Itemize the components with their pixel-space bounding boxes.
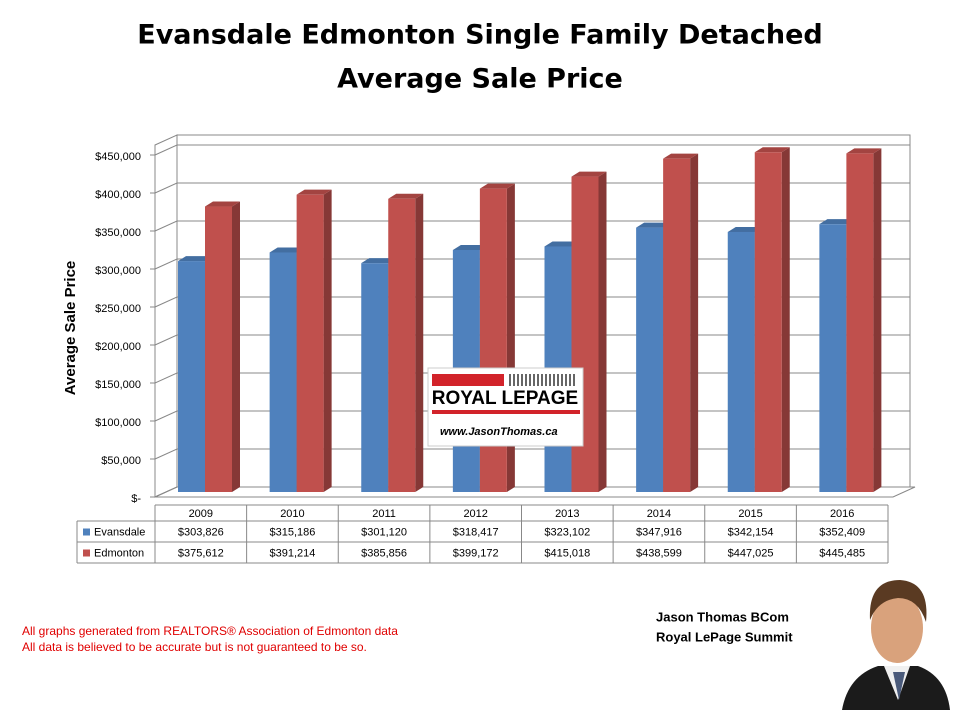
bar-top: [388, 193, 424, 199]
logo-bar: [432, 374, 504, 386]
bar: [178, 261, 205, 492]
note: All graphs generated from REALTORS® Asso…: [22, 624, 398, 638]
bar-top: [452, 245, 488, 251]
value-label: $342,154: [728, 526, 774, 538]
value-label: $445,485: [819, 547, 865, 559]
bar-top: [571, 171, 607, 177]
bar-top: [544, 241, 580, 247]
photo-hair: [869, 580, 927, 622]
value-label: $447,025: [728, 547, 774, 559]
value-label: $347,916: [636, 526, 682, 538]
x-tick-label: 2009: [189, 508, 213, 520]
bar: [663, 158, 691, 492]
legend-label: Evansdale: [94, 526, 145, 538]
bar-top: [479, 183, 515, 189]
bar-top: [296, 189, 332, 195]
bar: [846, 153, 874, 492]
bar-top: [269, 247, 305, 253]
bar-top: [846, 148, 882, 154]
y-tick-label: $50,000: [101, 455, 141, 467]
value-label: $301,120: [361, 526, 407, 538]
value-label: $303,826: [178, 526, 224, 538]
photo-face: [871, 593, 923, 663]
floor: [154, 486, 916, 498]
bar: [205, 206, 232, 492]
bar-side: [323, 189, 332, 492]
y-tick-label: $150,000: [95, 379, 141, 391]
logo-url: www.JasonThomas.ca: [440, 426, 558, 438]
legend-key: [83, 528, 90, 536]
bar-top: [754, 147, 790, 153]
side-wall: [154, 134, 178, 498]
x-tick-label: 2016: [830, 508, 854, 520]
bar-top: [636, 222, 672, 228]
data-table: 2009 2010 2011 2012 2013 2014 2015 2016 Evansdal…: [76, 504, 889, 564]
x-tick-label: 2013: [555, 508, 579, 520]
bar: [388, 198, 416, 492]
logo-rule: [432, 410, 580, 414]
bar-side: [873, 148, 882, 492]
author-name: Jason Thomas BCom: [656, 609, 789, 624]
y-tick-label: $200,000: [95, 341, 141, 353]
y-axis-label: Average Sale Price: [62, 261, 79, 396]
y-tick-label: $100,000: [95, 417, 141, 429]
y-tick-label: $350,000: [95, 227, 141, 239]
bar-side: [690, 153, 699, 492]
bar-top: [178, 256, 213, 262]
chart-title: Evansdale Edmonton Single Family Detache…: [137, 20, 822, 51]
bar: [727, 231, 755, 493]
bar-side: [415, 193, 424, 492]
y-tick-label: $400,000: [95, 189, 141, 201]
value-label: $391,214: [269, 547, 315, 559]
bar-top: [727, 226, 763, 232]
bar: [754, 152, 782, 493]
bar: [296, 194, 324, 492]
x-tick-label: 2011: [372, 508, 396, 520]
y-tick-label: $250,000: [95, 303, 141, 315]
bar-side: [781, 147, 790, 493]
value-label: $438,599: [636, 547, 682, 559]
author-photo: [840, 574, 950, 710]
y-tick-label: $-: [131, 493, 141, 505]
value-label: $399,172: [453, 547, 499, 559]
grid-line: [154, 144, 910, 156]
photo-tie: [893, 672, 905, 700]
logo: ROYAL LEPAGE www.JasonThomas.ca: [427, 367, 584, 447]
bar: [636, 227, 664, 492]
bar: [269, 252, 297, 492]
bar-side: [598, 171, 607, 493]
bar: [819, 224, 847, 492]
bar: [361, 263, 389, 492]
value-label: $352,409: [819, 526, 865, 538]
chart-title: Average Sale Price: [337, 64, 623, 95]
x-tick-label: 2014: [647, 508, 671, 520]
logo-brand: ROYAL LEPAGE: [432, 388, 578, 409]
x-tick-label: 2015: [738, 508, 762, 520]
legend-key: [83, 549, 90, 557]
bar-top: [361, 258, 397, 264]
bar-top: [819, 219, 855, 225]
x-tick-label: 2012: [463, 508, 487, 520]
bar-top: [205, 201, 240, 207]
bar-top: [663, 153, 699, 159]
author-company: Royal LePage Summit: [656, 629, 793, 644]
value-label: $375,612: [178, 547, 224, 559]
value-label: $385,856: [361, 547, 407, 559]
value-label: $315,186: [269, 526, 315, 538]
legend-label: Edmonton: [94, 547, 144, 559]
value-label: $323,102: [544, 526, 590, 538]
value-label: $415,018: [544, 547, 590, 559]
value-label: $318,417: [453, 526, 499, 538]
y-tick-label: $300,000: [95, 265, 141, 277]
y-tick-label: $450,000: [95, 151, 141, 163]
x-tick-label: 2010: [280, 508, 304, 520]
note: All data is believed to be accurate but …: [22, 640, 367, 654]
logo-stripes: [509, 374, 575, 386]
plot: $- $50,000 $100,000 $150,000 $200,000 $250,00…: [95, 134, 916, 505]
bar-side: [232, 201, 240, 492]
